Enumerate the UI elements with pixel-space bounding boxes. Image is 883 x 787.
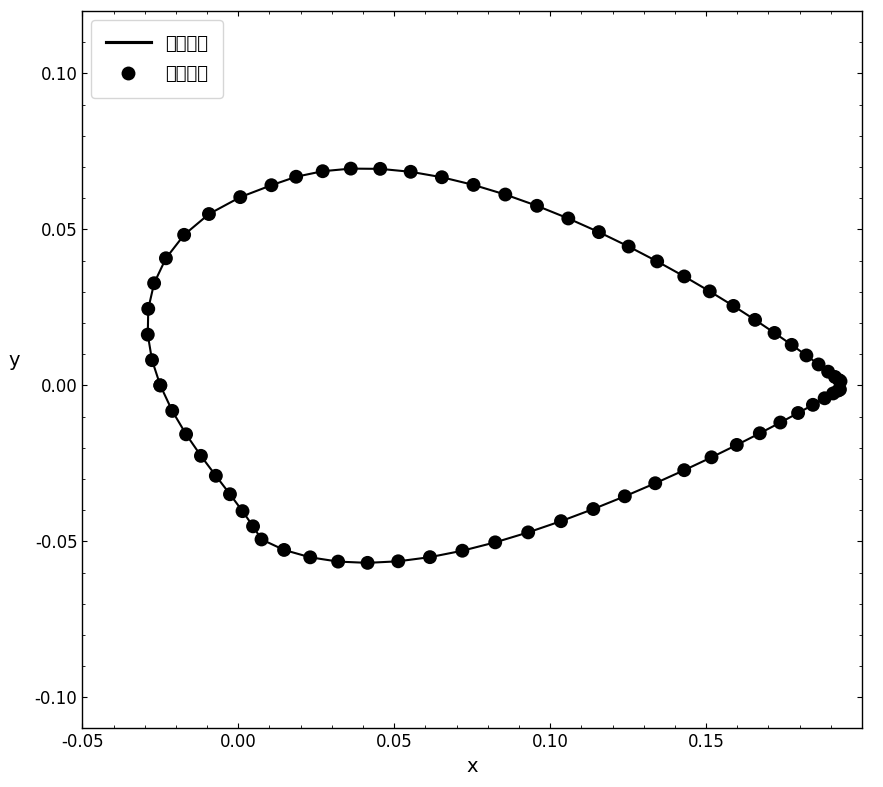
Point xyxy=(147,277,162,290)
Point xyxy=(774,416,788,429)
Point xyxy=(562,212,576,225)
Point xyxy=(592,226,606,238)
Point xyxy=(498,188,512,201)
Point xyxy=(799,349,813,362)
Point xyxy=(145,354,159,367)
Legend: 真实条件, 实验条件: 真实条件, 实验条件 xyxy=(91,20,223,98)
Point xyxy=(466,179,480,191)
Point xyxy=(826,387,840,400)
Point xyxy=(677,464,691,476)
Point xyxy=(154,379,168,392)
Point xyxy=(677,270,691,283)
Point xyxy=(254,533,268,545)
Point xyxy=(423,551,437,563)
Point xyxy=(791,407,805,419)
Point xyxy=(374,163,388,176)
Point xyxy=(264,179,278,191)
X-axis label: x: x xyxy=(466,757,478,776)
Point xyxy=(834,375,848,387)
Point xyxy=(154,379,168,392)
Point xyxy=(208,470,223,482)
Point xyxy=(622,240,636,253)
Point xyxy=(521,526,535,538)
Point xyxy=(391,555,405,567)
Point xyxy=(159,252,173,264)
Point xyxy=(315,165,329,178)
Point xyxy=(831,384,845,397)
Point xyxy=(818,392,832,405)
Point xyxy=(289,171,303,183)
Point xyxy=(277,544,291,556)
Point xyxy=(331,556,345,568)
Point xyxy=(811,358,826,371)
Point xyxy=(343,162,358,175)
Point xyxy=(456,545,470,557)
Point xyxy=(140,328,155,341)
Point xyxy=(530,200,544,212)
Point xyxy=(194,449,208,462)
Point xyxy=(727,300,741,312)
Point xyxy=(177,228,192,241)
Point xyxy=(223,488,237,501)
Point xyxy=(233,190,247,203)
Point xyxy=(434,171,449,183)
Point xyxy=(360,556,374,569)
Point xyxy=(618,490,632,503)
Point xyxy=(404,165,418,178)
Point xyxy=(703,285,717,297)
Point xyxy=(236,504,250,517)
Point xyxy=(748,313,762,326)
Point xyxy=(752,427,766,440)
Point xyxy=(705,451,719,464)
Point xyxy=(586,503,600,515)
Point xyxy=(650,255,664,268)
Point xyxy=(202,208,216,220)
Point xyxy=(488,536,502,549)
Point xyxy=(729,438,743,451)
Y-axis label: y: y xyxy=(8,351,19,370)
Point xyxy=(828,371,842,383)
Point xyxy=(179,428,193,441)
Point xyxy=(303,551,317,563)
Point xyxy=(821,365,835,378)
Point xyxy=(767,327,781,339)
Point xyxy=(832,374,846,386)
Point xyxy=(165,405,179,417)
Point xyxy=(833,383,847,396)
Point xyxy=(806,398,820,411)
Point xyxy=(554,515,568,527)
Point xyxy=(785,338,799,351)
Point xyxy=(141,302,155,315)
Point xyxy=(246,520,260,533)
Point xyxy=(648,477,662,490)
